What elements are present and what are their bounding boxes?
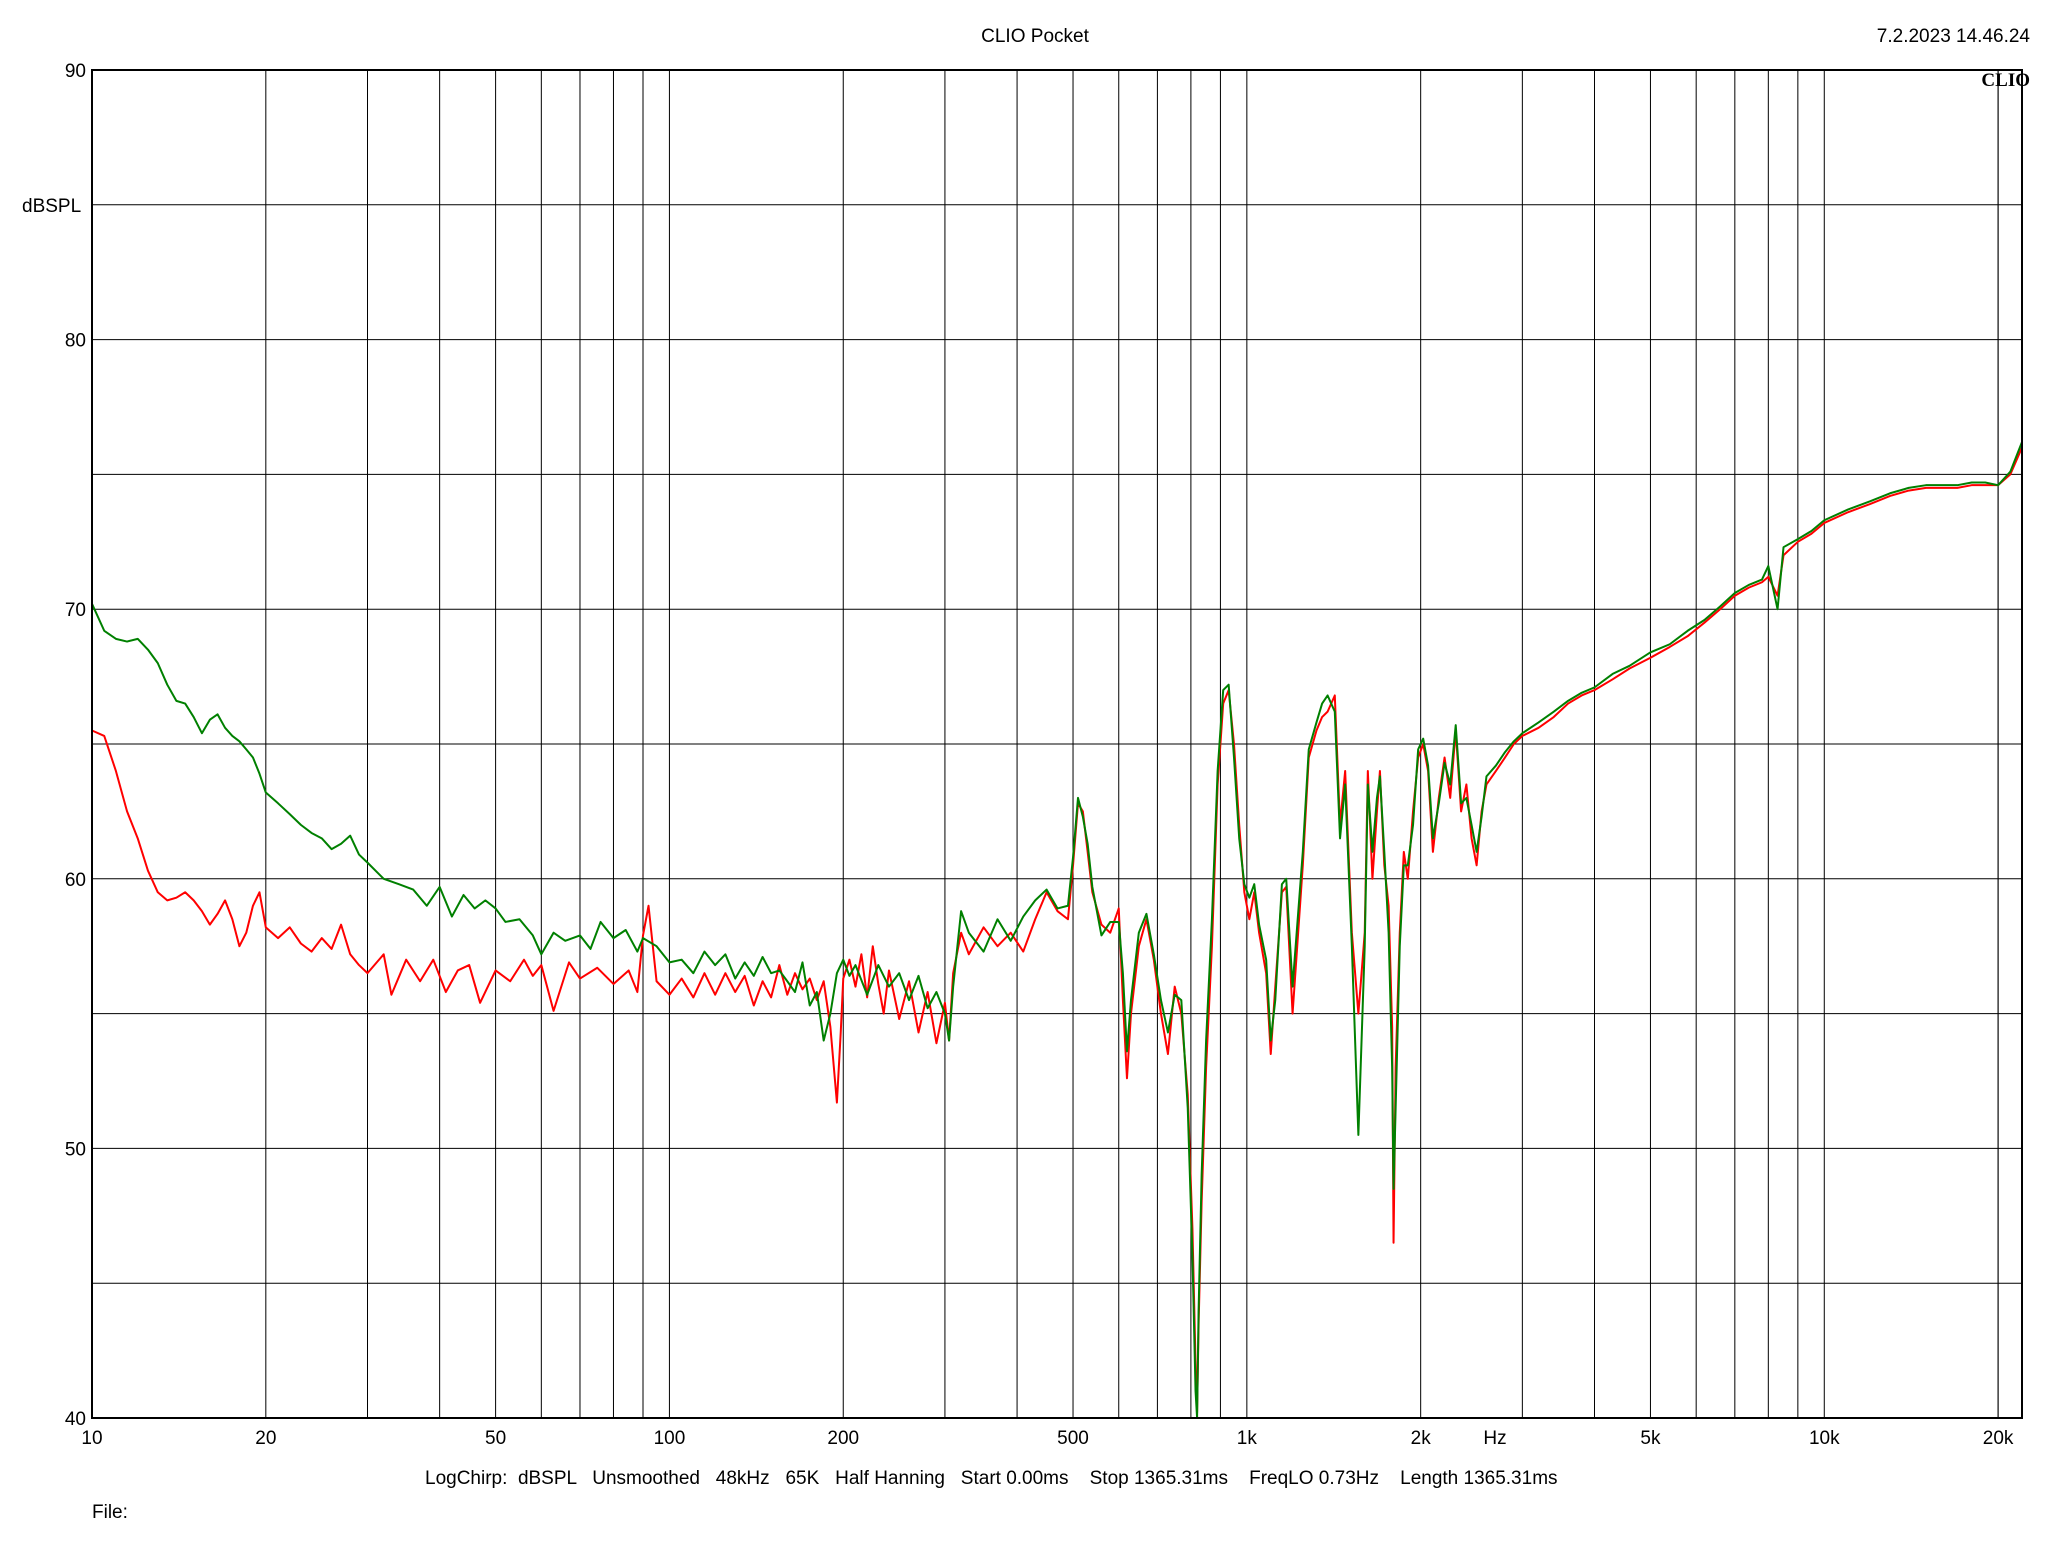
x-tick-label: 10: [81, 1428, 102, 1449]
y-tick-labels: 40 50 60 70 80 90: [65, 61, 86, 1430]
y-tick-label: 70: [65, 600, 86, 621]
y-axis-label: dBSPL: [22, 196, 81, 217]
x-tick-label: 200: [827, 1428, 859, 1449]
y-tick-label: 80: [65, 331, 86, 352]
x-tick-label: 100: [654, 1428, 686, 1449]
series-line-2: [91, 441, 2023, 1419]
x-unit-label: Hz: [1483, 1428, 1506, 1449]
x-tick-labels: 10 20 50 100 200 500 1k 2k 5k 10k 20k: [81, 1428, 2013, 1449]
y-tick-label: 60: [65, 870, 86, 891]
x-tick-label: 20k: [1983, 1428, 2014, 1449]
x-tick-label: 5k: [1640, 1428, 1661, 1449]
plot-frame: [91, 69, 2023, 1419]
y-tick-label: 90: [65, 61, 86, 82]
grid: [92, 70, 2022, 1418]
chart-title: CLIO Pocket: [981, 26, 1089, 47]
x-tick-label: 2k: [1411, 1428, 1432, 1449]
clio-logo: CLIO: [1981, 70, 2030, 91]
x-tick-label: 20: [255, 1428, 276, 1449]
x-tick-label: 50: [485, 1428, 506, 1449]
y-tick-label: 50: [65, 1139, 86, 1160]
series-line-1: [91, 447, 2023, 1414]
x-tick-label: 10k: [1809, 1428, 1840, 1449]
y-tick-label: 40: [65, 1409, 86, 1430]
series-group: [91, 441, 2023, 1419]
file-label: File:: [92, 1502, 128, 1523]
measurement-settings: LogChirp: dBSPL Unsmoothed 48kHz 65K Hal…: [425, 1468, 1558, 1489]
timestamp: 7.2.2023 14.46.24: [1877, 26, 2031, 47]
x-tick-label: 1k: [1237, 1428, 1258, 1449]
x-tick-label: 500: [1057, 1428, 1089, 1449]
